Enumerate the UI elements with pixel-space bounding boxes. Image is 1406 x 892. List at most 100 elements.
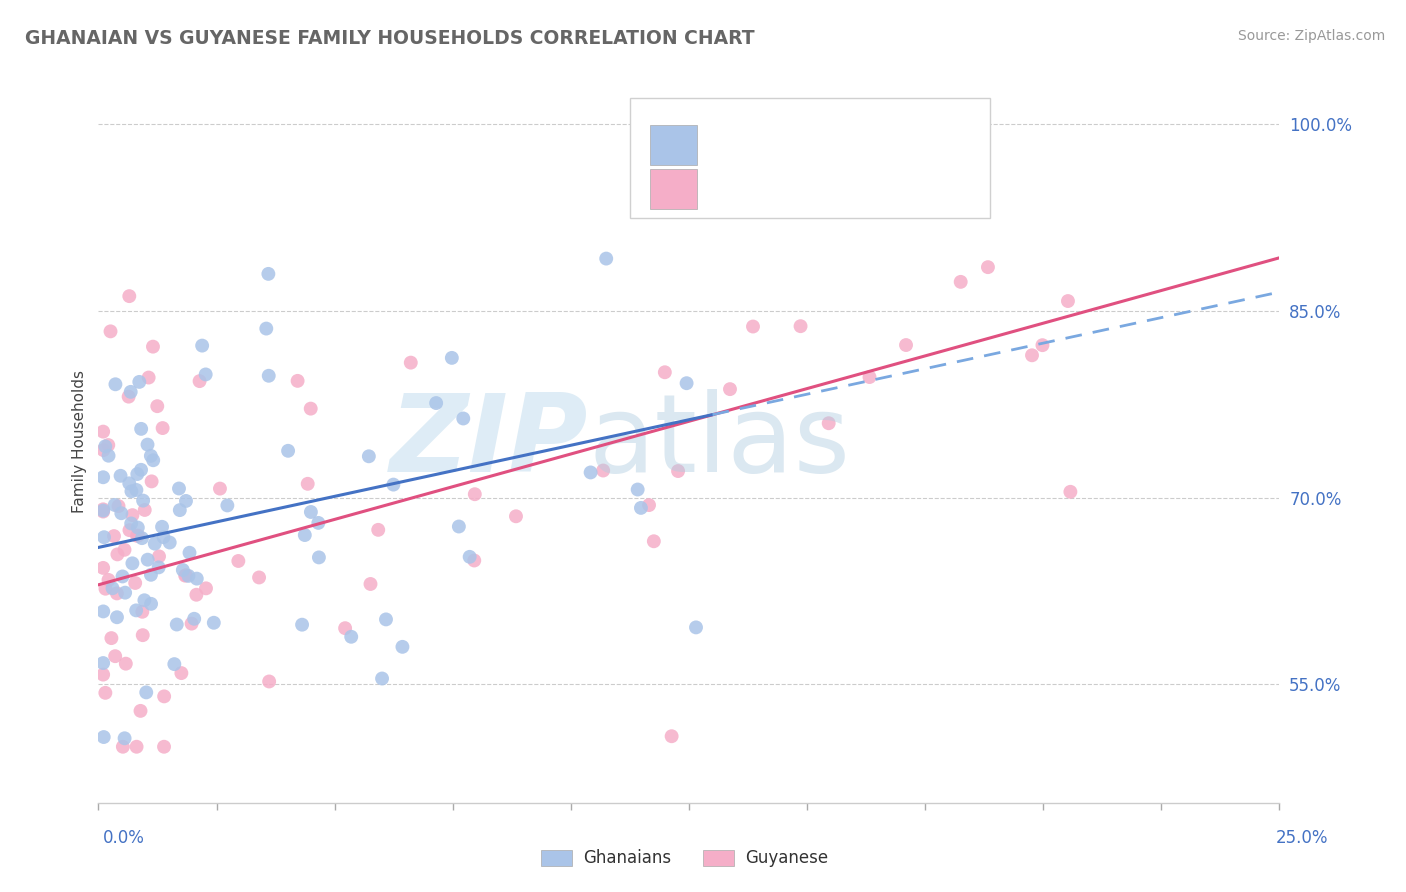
Text: ZIP: ZIP [391,389,589,494]
Point [675,376,697,391]
Point [453,411,475,425]
Point [179,546,201,560]
Point [124,576,146,591]
Point [789,319,811,334]
Point [297,476,319,491]
Point [375,612,398,626]
Text: Guyanese: Guyanese [745,849,828,867]
Point [97,573,120,587]
Point [169,503,191,517]
Point [114,585,136,599]
Point [139,597,162,611]
Point [177,569,200,583]
Point [167,482,190,496]
Point [153,690,176,704]
Text: atlas: atlas [589,389,851,494]
Point [654,365,676,379]
Point [382,477,405,491]
Point [399,356,422,370]
Point [257,368,280,383]
Point [120,384,142,399]
Point [132,493,155,508]
Point [118,289,141,303]
Point [131,605,153,619]
Point [107,547,129,561]
Point [894,338,917,352]
Point [97,438,120,452]
Point [125,603,148,617]
Point [91,561,114,575]
Point [134,503,156,517]
Point [94,439,117,453]
Point [91,470,114,484]
Point [103,529,125,543]
Point [143,536,166,550]
Point [174,568,197,582]
Point [194,368,217,382]
Point [94,686,117,700]
Point [174,494,197,508]
Point [91,502,114,516]
Point [463,553,485,567]
Point [118,523,141,537]
Point [579,466,602,480]
Text: R = 0.224: R = 0.224 [718,136,825,155]
Point [125,529,148,543]
Point [440,351,463,365]
Point [307,516,329,530]
Point [148,560,170,574]
Text: Ghanaians: Ghanaians [583,849,672,867]
Point [661,729,683,743]
Point [94,582,117,596]
Point [643,534,665,549]
Point [118,476,141,491]
Point [1021,348,1043,362]
Point [425,396,447,410]
Point [91,656,114,670]
Point [110,506,132,520]
Point [817,416,839,430]
Point [308,550,330,565]
Text: N = 80: N = 80 [872,179,945,198]
Point [742,319,765,334]
Point [142,340,165,354]
Point [111,569,134,583]
Point [291,617,314,632]
Point [257,674,280,689]
Point [1057,293,1080,308]
Point [153,739,176,754]
Point [129,463,152,477]
Point [101,581,124,595]
Point [91,604,114,618]
Point [208,482,231,496]
Point [1059,484,1081,499]
Point [371,672,394,686]
Point [287,374,309,388]
Point [666,464,689,478]
Point [186,572,208,586]
Text: 0.0%: 0.0% [103,830,145,847]
Point [136,552,159,566]
Point [638,498,661,512]
Point [299,505,322,519]
Point [129,422,152,436]
Point [125,739,148,754]
Point [91,667,114,681]
Point [100,631,122,645]
Text: N = 84: N = 84 [872,136,945,155]
Point [104,649,127,664]
Point [93,443,115,458]
Point [146,399,169,413]
Point [183,612,205,626]
Point [277,443,299,458]
Point [360,577,382,591]
Point [114,657,136,671]
Point [121,557,143,571]
Point [139,449,162,463]
Point [138,370,160,384]
Point [191,338,214,352]
Point [141,475,163,489]
Text: Source: ZipAtlas.com: Source: ZipAtlas.com [1237,29,1385,43]
Point [186,588,208,602]
Point [299,401,322,416]
